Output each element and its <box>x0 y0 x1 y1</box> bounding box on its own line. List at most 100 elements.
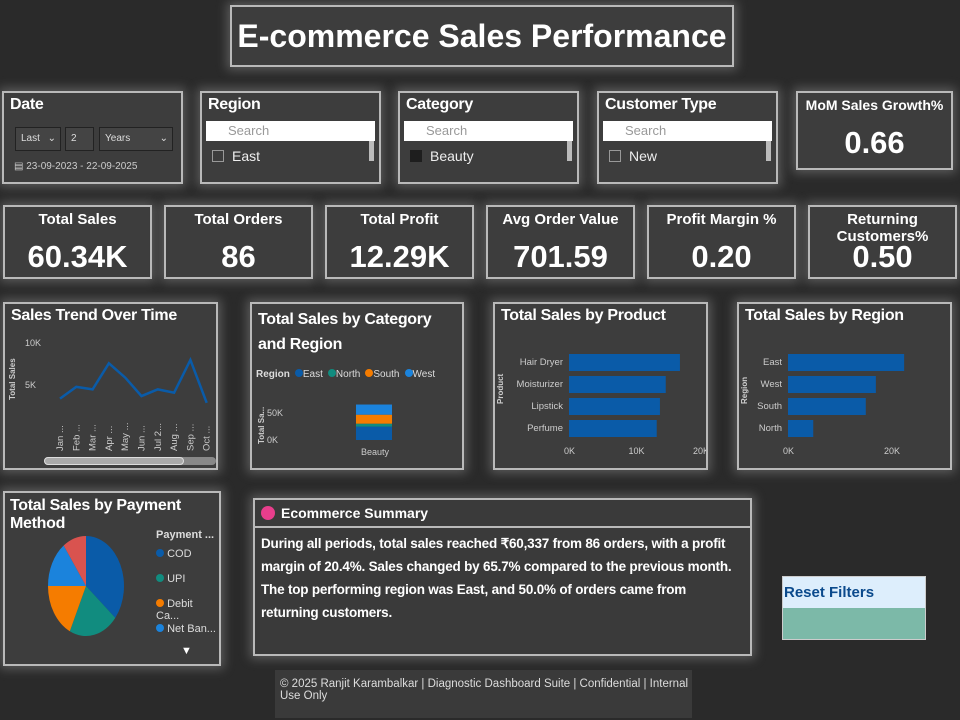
kpi-card: Total Profit 12.29K <box>325 205 474 279</box>
bar <box>569 398 660 415</box>
kpi-card: Returning Customers% 0.50 <box>808 205 957 279</box>
summary-panel: Ecommerce Summary During all periods, to… <box>253 498 752 656</box>
legend-label: East <box>302 369 323 380</box>
region-sales-chart: Total Sales by Region Region East West Sout… <box>737 302 952 470</box>
legend-label: Debit Ca... <box>156 598 193 622</box>
y-axis-title: Product <box>496 373 505 404</box>
legend-item[interactable]: COD <box>156 548 192 560</box>
x-tick-label: Beauty <box>361 447 390 457</box>
x-tick-label: Sep ... <box>185 424 196 451</box>
category-region-chart: Total Sales by Category and Region Regio… <box>250 302 464 470</box>
stack-segment <box>356 414 392 424</box>
checkbox[interactable] <box>609 150 621 162</box>
x-tick-label: 10K <box>629 446 645 456</box>
x-tick-label: Apr ... <box>104 426 115 451</box>
checkbox-checked[interactable] <box>410 150 422 162</box>
pie-slice <box>86 536 124 618</box>
summary-text: During all periods, total sales reached … <box>261 536 732 620</box>
kpi-card: Total Orders 86 <box>164 205 313 279</box>
legend-dot-icon <box>156 574 164 582</box>
region-search-input[interactable]: Search <box>206 121 375 141</box>
x-tick-label: 0K <box>783 446 794 456</box>
kpi-value: 701.59 <box>513 239 608 274</box>
legend-label: COD <box>167 548 192 560</box>
summary-title: Ecommerce Summary <box>281 505 429 521</box>
scrollbar[interactable] <box>369 141 374 161</box>
legend-item[interactable]: UPI <box>156 573 185 585</box>
date-range[interactable]: ▤ 23-09-2023 - 22-09-2025 <box>14 161 137 172</box>
kpi-card: Profit Margin % 0.20 <box>647 205 796 279</box>
x-tick-label: Aug ... <box>169 424 180 451</box>
checkbox[interactable] <box>212 150 224 162</box>
bar <box>788 354 905 371</box>
chevron-down-icon: ⌄ <box>159 133 168 144</box>
date-count-input[interactable]: 2 <box>65 127 94 151</box>
date-mode-dropdown[interactable]: Last ⌄ <box>15 127 61 151</box>
kpi-value: 0.20 <box>691 239 752 274</box>
date-unit-dropdown[interactable]: Years ⌄ <box>99 127 173 151</box>
sales-trend-chart: Sales Trend Over Time Total Sales 5K 10K Ja… <box>3 302 218 470</box>
payment-method-chart: Total Sales by Payment Method Payment ..… <box>3 491 221 666</box>
category-option-beauty[interactable]: Beauty <box>410 148 474 164</box>
kpi-label: Returning Customers% <box>836 211 929 245</box>
y-tick-label: Perfume <box>527 423 563 434</box>
pie-slice <box>48 586 86 632</box>
option-label: New <box>629 148 658 164</box>
legend-item[interactable]: North <box>327 369 360 380</box>
legend-dot-icon <box>365 369 374 377</box>
scrollbar-thumb[interactable] <box>44 457 184 465</box>
scrollbar[interactable] <box>766 141 771 161</box>
customer-type-search-input[interactable]: Search <box>603 121 772 141</box>
legend-next-arrow-icon[interactable]: ▼ <box>181 645 192 657</box>
kpi-label: Total Profit <box>360 211 439 228</box>
category-slicer-title: Category <box>406 96 473 113</box>
horizontal-scrollbar[interactable] <box>44 457 216 465</box>
legend-item[interactable]: South <box>365 369 400 380</box>
category-search-input[interactable]: Search <box>404 121 573 141</box>
legend-item[interactable]: East <box>294 369 323 380</box>
pie-slice <box>63 536 86 586</box>
y-tick-label: 5K <box>25 380 36 390</box>
scrollbar[interactable] <box>567 141 572 161</box>
legend-item[interactable]: Net Ban... <box>156 623 216 635</box>
bar <box>788 376 876 393</box>
y-tick-label: South <box>757 401 782 412</box>
stack-segment <box>356 423 392 427</box>
x-tick-label: 20K <box>884 446 900 456</box>
customer-type-slicer: Customer Type Search New <box>597 91 778 184</box>
region-option-east[interactable]: East <box>212 148 260 164</box>
x-tick-label: 0K <box>564 446 575 456</box>
x-tick-label: Oct ... <box>202 426 213 451</box>
legend-item[interactable]: West <box>404 369 435 380</box>
option-label: East <box>232 148 261 164</box>
customer-type-option-new[interactable]: New <box>609 148 657 164</box>
y-tick-label: Moisturizer <box>517 379 563 390</box>
y-tick-label: 50K <box>267 408 283 418</box>
x-tick-label: May ... <box>120 422 131 451</box>
kpi-card: Avg Order Value 701.59 <box>486 205 635 279</box>
legend-title: Payment ... <box>156 529 215 541</box>
y-tick-label: 10K <box>25 338 41 348</box>
option-label: Beauty <box>430 148 474 164</box>
chart-title: Total Sales by Payment Method <box>10 497 181 532</box>
y-tick-label: Lipstick <box>531 401 563 412</box>
kpi-card: Total Sales 60.34K <box>3 205 152 279</box>
legend-label: UPI <box>167 573 186 585</box>
y-tick-label: West <box>761 379 783 390</box>
legend-dot-icon <box>404 369 413 377</box>
y-tick-label: East <box>763 357 782 368</box>
legend-item[interactable]: Debit Ca... <box>156 598 219 622</box>
category-slicer: Category Search Beauty <box>398 91 579 184</box>
brain-icon <box>261 506 275 520</box>
reset-filters-button[interactable]: Reset Filters <box>782 576 926 640</box>
bar <box>569 376 666 393</box>
region-slicer: Region Search East <box>200 91 381 184</box>
y-axis-title: Total Sales <box>8 358 17 400</box>
chevron-down-icon: ⌄ <box>47 133 56 144</box>
kpi-value: 12.29K <box>349 239 450 274</box>
legend-dot-icon <box>156 549 164 557</box>
x-tick-label: Jan ... <box>55 425 66 451</box>
calendar-icon: ▤ <box>14 161 27 172</box>
card-value: 0.66 <box>844 125 905 160</box>
date-range-text: 23-09-2023 - 22-09-2025 <box>26 161 138 172</box>
